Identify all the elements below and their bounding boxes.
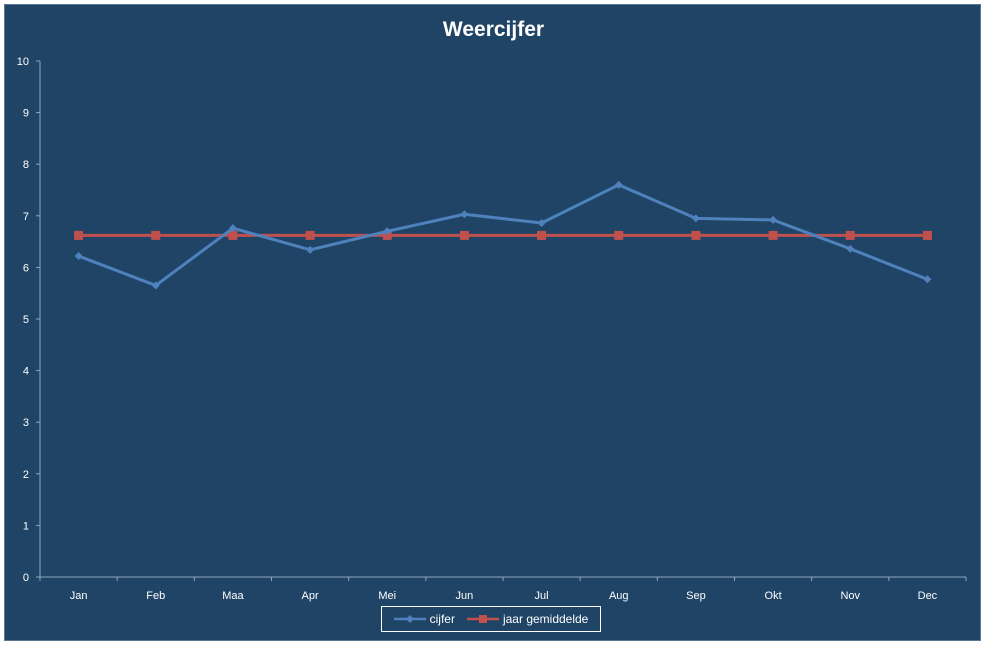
y-tick-label: 9 xyxy=(23,108,29,120)
data-point-jaar-gemiddelde xyxy=(151,230,161,240)
chart-frame xyxy=(4,4,981,641)
legend-label-jaar-gemiddelde: jaar gemiddelde xyxy=(502,612,589,626)
legend-label-cijfer: cijfer xyxy=(429,612,455,626)
data-point-jaar-gemiddelde xyxy=(305,230,315,240)
legend: cijfer jaar gemiddelde xyxy=(381,606,601,632)
x-tick-label: Dec xyxy=(918,590,938,602)
data-point-jaar-gemiddelde xyxy=(382,230,392,240)
y-tick-label: 6 xyxy=(23,262,29,274)
chart-title: Weercijfer xyxy=(442,18,545,41)
data-point-jaar-gemiddelde xyxy=(537,230,547,240)
y-tick-label: 7 xyxy=(23,211,29,223)
series-line-cijfer xyxy=(78,183,928,287)
data-point-cijfer xyxy=(383,227,392,236)
x-tick-label: Jun xyxy=(456,590,474,602)
y-tick-label: 2 xyxy=(23,469,29,481)
y-tick-label: 1 xyxy=(23,520,29,532)
data-point-cijfer xyxy=(228,224,237,233)
data-point-jaar-gemiddelde xyxy=(74,230,84,240)
data-point-cijfer xyxy=(460,210,469,219)
x-tick-label: Maa xyxy=(222,590,244,602)
x-tick-label: Feb xyxy=(146,590,165,602)
x-tick-label: Apr xyxy=(302,590,319,602)
data-point-cijfer xyxy=(306,245,315,254)
data-point-cijfer xyxy=(923,275,932,284)
data-point-jaar-gemiddelde xyxy=(614,230,624,240)
y-tick-label: 10 xyxy=(17,56,29,68)
x-tick-label: Mei xyxy=(378,590,396,602)
data-point-cijfer xyxy=(74,252,83,261)
data-point-jaar-gemiddelde xyxy=(459,230,469,240)
data-point-jaar-gemiddelde xyxy=(845,230,855,240)
x-tick-label: Jul xyxy=(535,590,549,602)
legend-swatch-jaar-gemiddelde xyxy=(466,615,499,623)
x-tick-label: Aug xyxy=(609,590,629,602)
data-point-cijfer xyxy=(151,281,160,290)
data-point-cijfer xyxy=(614,180,623,189)
data-point-jaar-gemiddelde xyxy=(691,230,701,240)
data-point-cijfer xyxy=(769,215,778,224)
x-tick-label: Okt xyxy=(765,590,782,602)
y-tick-label: 3 xyxy=(23,417,29,429)
legend-item-cijfer: cijfer xyxy=(393,612,455,626)
data-point-jaar-gemiddelde xyxy=(768,230,778,240)
x-tick-label: Sep xyxy=(686,590,706,602)
data-point-cijfer xyxy=(537,219,546,228)
y-tick-label: 4 xyxy=(23,366,29,378)
x-tick-label: Jan xyxy=(70,590,88,602)
data-point-cijfer xyxy=(846,244,855,253)
data-point-jaar-gemiddelde xyxy=(228,230,238,240)
data-point-cijfer xyxy=(691,214,700,223)
legend-item-jaar-gemiddelde: jaar gemiddelde xyxy=(466,612,589,626)
legend-swatch-cijfer xyxy=(393,615,426,623)
x-tick-label: Nov xyxy=(840,590,860,602)
data-point-jaar-gemiddelde xyxy=(922,230,932,240)
y-tick-label: 0 xyxy=(23,572,29,584)
y-tick-label: 8 xyxy=(23,159,29,171)
y-tick-label: 5 xyxy=(23,314,29,326)
